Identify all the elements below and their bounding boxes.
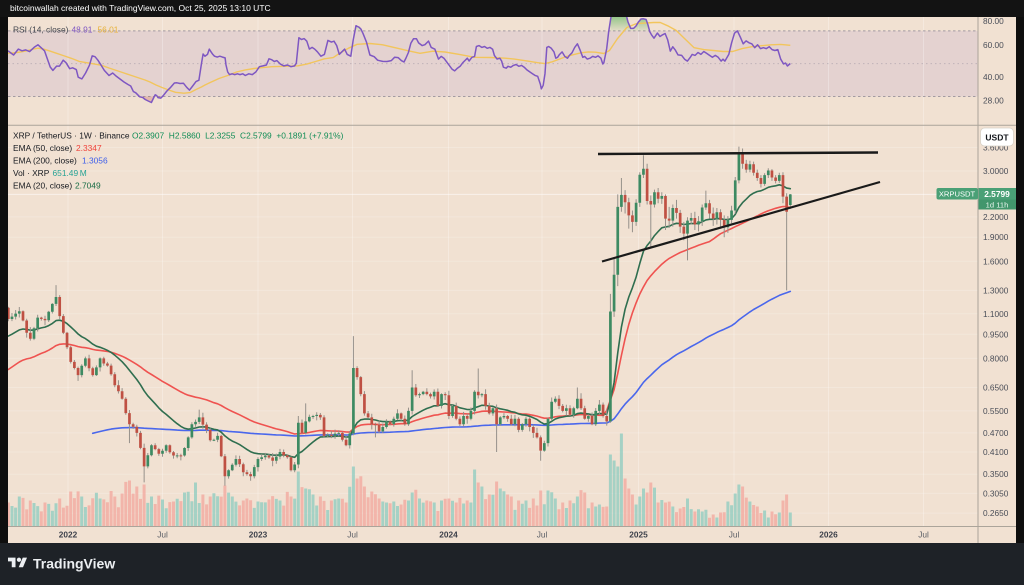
svg-text:Jul: Jul	[729, 530, 740, 540]
svg-text:1.3000: 1.3000	[983, 285, 1009, 295]
svg-text:3.6000: 3.6000	[983, 143, 1009, 153]
svg-text:2026: 2026	[819, 530, 838, 540]
svg-text:2.3347: 2.3347	[76, 143, 102, 153]
svg-text:XRPUSDT: XRPUSDT	[939, 189, 976, 198]
svg-text:0.5500: 0.5500	[983, 406, 1009, 416]
svg-text:2022: 2022	[59, 530, 78, 540]
svg-text:0.9500: 0.9500	[983, 329, 1009, 339]
svg-text:48.91: 48.91	[72, 24, 93, 34]
svg-text:RSI (14, close): RSI (14, close)	[13, 24, 69, 34]
svg-text:EMA (200, close): EMA (200, close)	[13, 156, 77, 166]
svg-text:0.4100: 0.4100	[983, 447, 1009, 457]
svg-text:2.7049: 2.7049	[75, 181, 101, 191]
svg-text:1.9000: 1.9000	[983, 232, 1009, 242]
svg-text:80.00: 80.00	[983, 17, 1004, 26]
svg-text:0.8000: 0.8000	[983, 353, 1009, 363]
svg-text:Jul: Jul	[918, 530, 929, 540]
svg-text:56.01: 56.01	[98, 24, 119, 34]
svg-text:40.00: 40.00	[983, 72, 1004, 82]
svg-text:2.5799: 2.5799	[984, 189, 1010, 199]
svg-text:TradingView: TradingView	[33, 556, 115, 572]
svg-text:2025: 2025	[629, 530, 648, 540]
svg-text:0.2650: 0.2650	[983, 508, 1009, 518]
svg-text:60.00: 60.00	[983, 40, 1004, 50]
svg-text:EMA (50, close): EMA (50, close)	[13, 143, 72, 153]
svg-text:Jul: Jul	[157, 530, 168, 540]
svg-text:EMA (20, close): EMA (20, close)	[13, 181, 72, 191]
svg-text:3.0000: 3.0000	[983, 166, 1009, 176]
svg-text:651.49 M: 651.49 M	[53, 168, 87, 178]
svg-text:XRP / TetherUS · 1W · Binance: XRP / TetherUS · 1W · Binance	[13, 130, 130, 140]
svg-text:O2.3907 H2.5860 L2.3255 C2.: O2.3907 H2.5860 L2.3255 C2.5799 +0.1891 …	[132, 130, 344, 140]
svg-text:Jul: Jul	[347, 530, 358, 540]
svg-text:0.3050: 0.3050	[983, 488, 1009, 498]
svg-text:28.00: 28.00	[983, 96, 1004, 106]
svg-text:Vol · XRP: Vol · XRP	[13, 168, 50, 178]
svg-text:1d 11h: 1d 11h	[986, 200, 1009, 209]
svg-text:USDT: USDT	[985, 133, 1009, 143]
svg-text:1.1000: 1.1000	[983, 309, 1009, 319]
svg-text:1.3056: 1.3056	[82, 156, 108, 166]
svg-text:0.6500: 0.6500	[983, 383, 1009, 393]
svg-text:0.4700: 0.4700	[983, 428, 1009, 438]
svg-text:1.6000: 1.6000	[983, 256, 1009, 266]
svg-text:Jul: Jul	[537, 530, 548, 540]
svg-text:2024: 2024	[439, 530, 458, 540]
svg-text:0.3500: 0.3500	[983, 469, 1009, 479]
svg-text:2023: 2023	[249, 530, 268, 540]
svg-text:2.2000: 2.2000	[983, 212, 1009, 222]
